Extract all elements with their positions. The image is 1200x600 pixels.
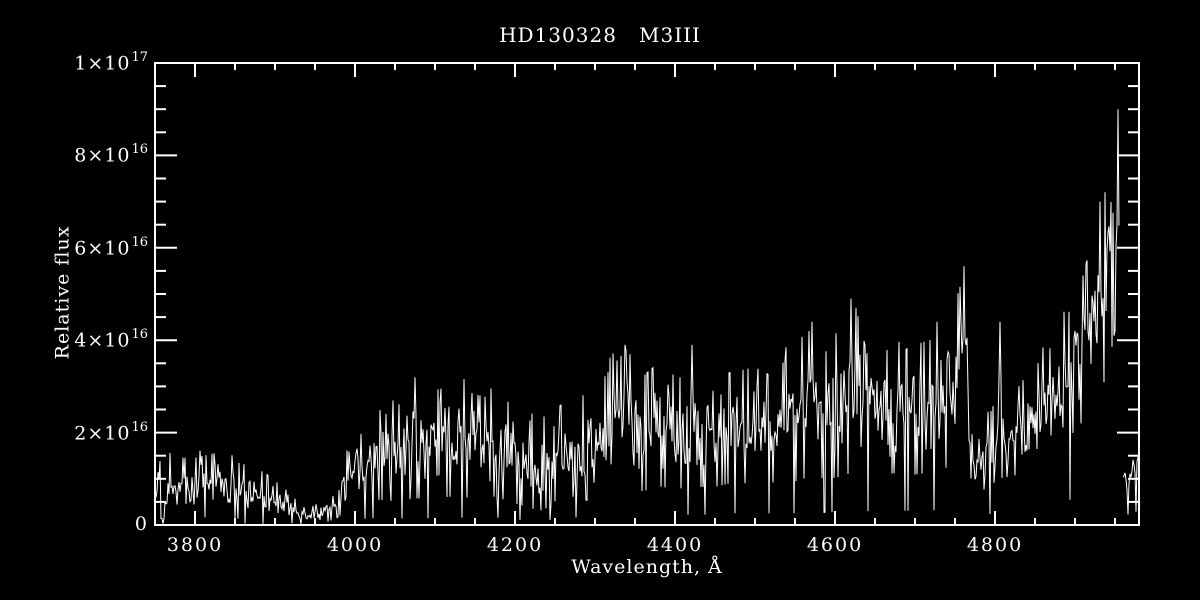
x-tick-label: 3800	[166, 534, 224, 556]
chart-title: HD130328 M3III	[499, 23, 701, 47]
y-tick-label: 6×1016	[74, 234, 148, 260]
y-tick-exponent: 16	[131, 142, 148, 158]
x-tick-label: 4400	[646, 534, 704, 556]
y-tick-exponent: 16	[131, 419, 148, 435]
x-tick-label: 4200	[486, 534, 544, 556]
y-tick-exponent: 17	[131, 50, 148, 65]
y-tick-exponent: 16	[131, 234, 148, 250]
y-tick-label: 4×1016	[74, 327, 148, 352]
y-tick-exponent: 16	[131, 327, 148, 343]
y-tick-label: 0	[134, 513, 148, 535]
y-tick-label: 8×1016	[74, 142, 148, 167]
y-tick-label: 1×1017	[74, 50, 148, 75]
y-axis-title: Relative flux	[51, 225, 74, 360]
spectrum-trace	[154, 109, 1140, 525]
x-axis-title: Wavelength, Å	[571, 556, 723, 578]
x-tick-label: 4000	[326, 534, 384, 556]
x-tick-label: 4600	[806, 534, 864, 556]
y-tick-label: 2×1016	[74, 419, 148, 444]
x-tick-label: 4800	[966, 534, 1024, 556]
